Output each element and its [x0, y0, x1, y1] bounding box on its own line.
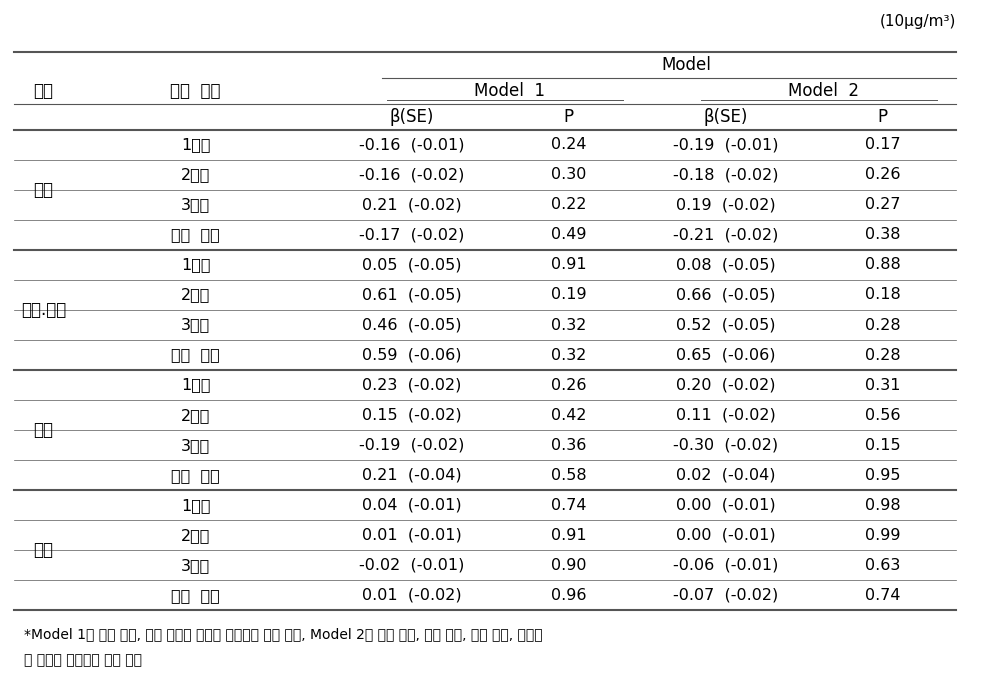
Text: -0.16  (-0.02): -0.16 (-0.02): [358, 167, 464, 182]
Text: 0.15: 0.15: [865, 437, 901, 453]
Text: -0.18  (-0.02): -0.18 (-0.02): [673, 167, 778, 182]
Text: 0.21  (-0.04): 0.21 (-0.04): [361, 468, 461, 483]
Text: 서울: 서울: [34, 181, 53, 199]
Text: 를 보정한 다중선형 회귀 분석: 를 보정한 다중선형 회귀 분석: [24, 654, 142, 668]
Text: 0.18: 0.18: [865, 287, 901, 303]
Text: 0.02  (-0.04): 0.02 (-0.04): [676, 468, 775, 483]
Text: -0.21  (-0.02): -0.21 (-0.02): [673, 227, 778, 243]
Text: 0.56: 0.56: [865, 408, 901, 423]
Text: 전체  기간: 전체 기간: [171, 468, 220, 483]
Text: 0.28: 0.28: [865, 348, 901, 363]
Text: 0.49: 0.49: [550, 227, 586, 243]
Text: 0.61  (-0.05): 0.61 (-0.05): [361, 287, 461, 303]
Text: 0.96: 0.96: [550, 588, 586, 603]
Text: 3분기: 3분기: [181, 437, 210, 453]
Text: -0.16  (-0.01): -0.16 (-0.01): [358, 138, 464, 152]
Text: 3분기: 3분기: [181, 318, 210, 332]
Text: -0.30  (-0.02): -0.30 (-0.02): [673, 437, 778, 453]
Text: Model  2: Model 2: [788, 82, 859, 100]
Text: 0.17: 0.17: [865, 138, 901, 152]
Text: 0.26: 0.26: [550, 377, 586, 392]
Text: 0.00  (-0.01): 0.00 (-0.01): [676, 498, 775, 513]
Text: 전체  기간: 전체 기간: [171, 227, 220, 243]
Text: Model  1: Model 1: [474, 82, 545, 100]
Text: 0.91: 0.91: [550, 528, 586, 543]
Text: 1분기: 1분기: [181, 377, 210, 392]
Text: 0.01  (-0.01): 0.01 (-0.01): [361, 528, 461, 543]
Text: 0.42: 0.42: [550, 408, 586, 423]
Text: β(SE): β(SE): [704, 108, 747, 126]
Text: 0.04  (-0.01): 0.04 (-0.01): [361, 498, 461, 513]
Text: 2분기: 2분기: [181, 167, 210, 182]
Text: -0.06  (-0.01): -0.06 (-0.01): [673, 558, 778, 573]
Text: 전체: 전체: [34, 541, 53, 559]
Text: 0.95: 0.95: [865, 468, 901, 483]
Text: 1분기: 1분기: [181, 498, 210, 513]
Text: Model: Model: [661, 56, 712, 74]
Text: 1분기: 1분기: [181, 138, 210, 152]
Text: -0.19  (-0.01): -0.19 (-0.01): [673, 138, 778, 152]
Text: 0.52  (-0.05): 0.52 (-0.05): [676, 318, 775, 332]
Text: -0.17  (-0.02): -0.17 (-0.02): [358, 227, 464, 243]
Text: 0.26: 0.26: [865, 167, 901, 182]
Text: 2분기: 2분기: [181, 287, 210, 303]
Text: 0.65  (-0.06): 0.65 (-0.06): [676, 348, 775, 363]
Text: 0.74: 0.74: [550, 498, 586, 513]
Text: 0.24: 0.24: [550, 138, 586, 152]
Text: 0.88: 0.88: [865, 258, 901, 272]
Text: -0.07  (-0.02): -0.07 (-0.02): [673, 588, 778, 603]
Text: 0.21  (-0.02): 0.21 (-0.02): [361, 198, 461, 212]
Text: 천안.아산: 천안.아산: [21, 301, 66, 319]
Text: 0.98: 0.98: [865, 498, 901, 513]
Text: 전체  기간: 전체 기간: [171, 588, 220, 603]
Text: -0.02  (-0.01): -0.02 (-0.01): [358, 558, 464, 573]
Text: 0.23  (-0.02): 0.23 (-0.02): [362, 377, 461, 392]
Text: P: P: [563, 108, 573, 126]
Text: 0.36: 0.36: [551, 437, 586, 453]
Text: 도시: 도시: [34, 82, 53, 100]
Text: 0.91: 0.91: [550, 258, 586, 272]
Text: 0.08  (-0.05): 0.08 (-0.05): [676, 258, 775, 272]
Text: 0.30: 0.30: [551, 167, 586, 182]
Text: 0.27: 0.27: [865, 198, 901, 212]
Text: 0.01  (-0.02): 0.01 (-0.02): [361, 588, 461, 603]
Text: P: P: [878, 108, 888, 126]
Text: 0.59  (-0.06): 0.59 (-0.06): [361, 348, 461, 363]
Text: *Model 1： 임신 주수, 태아 성별을 보정한 다중선형 회귀 분석, Model 2： 산모 나이, 임신 주수, 태아 성별, 출생수: *Model 1： 임신 주수, 태아 성별을 보정한 다중선형 회귀 분석, …: [24, 627, 543, 641]
Text: (10μg/m³): (10μg/m³): [880, 14, 956, 29]
Text: 3분기: 3분기: [181, 558, 210, 573]
Text: 0.19: 0.19: [550, 287, 586, 303]
Text: 임신  기간: 임신 기간: [170, 82, 221, 100]
Text: 0.31: 0.31: [865, 377, 901, 392]
Text: 0.15  (-0.02): 0.15 (-0.02): [361, 408, 461, 423]
Text: 0.63: 0.63: [865, 558, 901, 573]
Text: 0.11  (-0.02): 0.11 (-0.02): [676, 408, 775, 423]
Text: 0.28: 0.28: [865, 318, 901, 332]
Text: 2분기: 2분기: [181, 408, 210, 423]
Text: 0.66  (-0.05): 0.66 (-0.05): [676, 287, 775, 303]
Text: 0.46  (-0.05): 0.46 (-0.05): [361, 318, 461, 332]
Text: 0.58: 0.58: [550, 468, 586, 483]
Text: β(SE): β(SE): [389, 108, 434, 126]
Text: 0.99: 0.99: [865, 528, 901, 543]
Text: 전체  기간: 전체 기간: [171, 348, 220, 363]
Text: 0.00  (-0.01): 0.00 (-0.01): [676, 528, 775, 543]
Text: 1분기: 1분기: [181, 258, 210, 272]
Text: 0.05  (-0.05): 0.05 (-0.05): [361, 258, 461, 272]
Text: 0.74: 0.74: [865, 588, 901, 603]
Text: -0.19  (-0.02): -0.19 (-0.02): [358, 437, 464, 453]
Text: 0.90: 0.90: [550, 558, 586, 573]
Text: 0.32: 0.32: [551, 348, 586, 363]
Text: 0.22: 0.22: [550, 198, 586, 212]
Text: 2분기: 2분기: [181, 528, 210, 543]
Text: 울산: 울산: [34, 421, 53, 439]
Text: 0.20  (-0.02): 0.20 (-0.02): [676, 377, 775, 392]
Text: 0.32: 0.32: [551, 318, 586, 332]
Text: 3분기: 3분기: [181, 198, 210, 212]
Text: 0.19  (-0.02): 0.19 (-0.02): [676, 198, 775, 212]
Text: 0.38: 0.38: [865, 227, 901, 243]
